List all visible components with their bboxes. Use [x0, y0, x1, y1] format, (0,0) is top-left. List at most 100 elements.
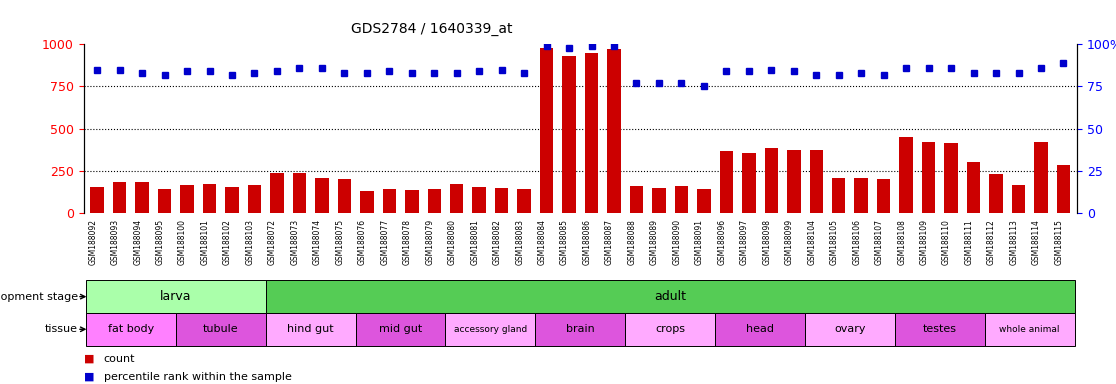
Text: GSM188102: GSM188102: [223, 219, 232, 265]
Text: GSM188112: GSM188112: [987, 219, 997, 265]
Text: GSM188111: GSM188111: [964, 219, 973, 265]
Bar: [427, 189, 441, 213]
Text: GSM188078: GSM188078: [403, 219, 412, 265]
Text: GSM188115: GSM188115: [1055, 219, 1064, 265]
Text: head: head: [747, 324, 775, 334]
Text: tissue: tissue: [45, 324, 78, 334]
Text: GSM188073: GSM188073: [290, 219, 299, 265]
Text: GSM188083: GSM188083: [516, 219, 525, 265]
Bar: [540, 48, 554, 213]
Text: GSM188107: GSM188107: [875, 219, 884, 265]
Text: GSM188104: GSM188104: [807, 219, 816, 265]
Bar: [764, 148, 778, 213]
Text: GSM188079: GSM188079: [425, 219, 434, 265]
Bar: [1012, 185, 1026, 213]
Text: adult: adult: [654, 290, 686, 303]
Bar: [652, 188, 666, 213]
Bar: [899, 137, 913, 213]
Text: GSM188105: GSM188105: [829, 219, 839, 265]
Bar: [833, 179, 846, 213]
Bar: [518, 189, 531, 213]
Text: GSM188109: GSM188109: [920, 219, 929, 265]
Text: GSM188072: GSM188072: [268, 219, 277, 265]
Text: ■: ■: [84, 354, 94, 364]
Bar: [472, 187, 485, 213]
Text: GDS2784 / 1640339_at: GDS2784 / 1640339_at: [350, 23, 512, 36]
Text: whole animal: whole animal: [1000, 325, 1060, 334]
Text: GSM188076: GSM188076: [358, 219, 367, 265]
Bar: [1057, 165, 1070, 213]
Text: GSM188098: GSM188098: [762, 219, 771, 265]
Text: GSM188074: GSM188074: [312, 219, 321, 265]
Bar: [383, 189, 396, 213]
Text: testes: testes: [923, 324, 956, 334]
Text: GSM188093: GSM188093: [110, 219, 119, 265]
Bar: [135, 182, 148, 213]
Text: ovary: ovary: [835, 324, 866, 334]
Bar: [698, 189, 711, 213]
Bar: [720, 151, 733, 213]
Bar: [494, 188, 509, 213]
Text: GSM188090: GSM188090: [673, 219, 682, 265]
Bar: [1035, 142, 1048, 213]
Text: GSM188092: GSM188092: [88, 219, 97, 265]
Bar: [405, 190, 418, 213]
Bar: [90, 187, 104, 213]
Bar: [562, 56, 576, 213]
Text: ■: ■: [84, 372, 94, 382]
Text: GSM188113: GSM188113: [1010, 219, 1019, 265]
Bar: [675, 186, 689, 213]
Text: GSM188114: GSM188114: [1032, 219, 1041, 265]
Text: brain: brain: [566, 324, 595, 334]
Bar: [742, 153, 756, 213]
Text: GSM188095: GSM188095: [155, 219, 164, 265]
Bar: [292, 174, 306, 213]
Bar: [270, 172, 283, 213]
Text: GSM188106: GSM188106: [853, 219, 862, 265]
Bar: [809, 150, 822, 213]
Bar: [360, 191, 374, 213]
Bar: [877, 179, 891, 213]
Bar: [338, 179, 352, 213]
Text: GSM188110: GSM188110: [942, 219, 951, 265]
Text: hind gut: hind gut: [287, 324, 334, 334]
Text: GSM188108: GSM188108: [897, 219, 906, 265]
Text: GSM188085: GSM188085: [560, 219, 569, 265]
Bar: [989, 174, 1003, 213]
Text: GSM188099: GSM188099: [785, 219, 793, 265]
Text: GSM188103: GSM188103: [246, 219, 254, 265]
Bar: [315, 179, 328, 213]
Text: GSM188094: GSM188094: [133, 219, 142, 265]
Text: mid gut: mid gut: [379, 324, 422, 334]
Text: crops: crops: [655, 324, 685, 334]
Bar: [787, 150, 800, 213]
Bar: [225, 187, 239, 213]
Text: GSM188101: GSM188101: [201, 219, 210, 265]
Bar: [855, 179, 868, 213]
Text: GSM188081: GSM188081: [470, 219, 479, 265]
Text: GSM188075: GSM188075: [336, 219, 345, 265]
Bar: [585, 53, 598, 213]
Text: larva: larva: [160, 290, 192, 303]
Bar: [450, 184, 463, 213]
Text: development stage: development stage: [0, 291, 78, 302]
Text: percentile rank within the sample: percentile rank within the sample: [104, 372, 291, 382]
Text: tubule: tubule: [203, 324, 239, 334]
Bar: [157, 189, 172, 213]
Bar: [113, 182, 126, 213]
Text: GSM188084: GSM188084: [538, 219, 547, 265]
Text: accessory gland: accessory gland: [454, 325, 527, 334]
Bar: [203, 184, 217, 213]
Bar: [966, 162, 980, 213]
Text: fat body: fat body: [108, 324, 154, 334]
Text: GSM188088: GSM188088: [627, 219, 636, 265]
Text: GSM188086: GSM188086: [583, 219, 591, 265]
Text: GSM188097: GSM188097: [740, 219, 749, 265]
Bar: [922, 142, 935, 213]
Bar: [607, 49, 620, 213]
Bar: [181, 185, 194, 213]
Bar: [629, 186, 643, 213]
Text: GSM188096: GSM188096: [718, 219, 727, 265]
Text: GSM188100: GSM188100: [179, 219, 187, 265]
Text: GSM188077: GSM188077: [381, 219, 389, 265]
